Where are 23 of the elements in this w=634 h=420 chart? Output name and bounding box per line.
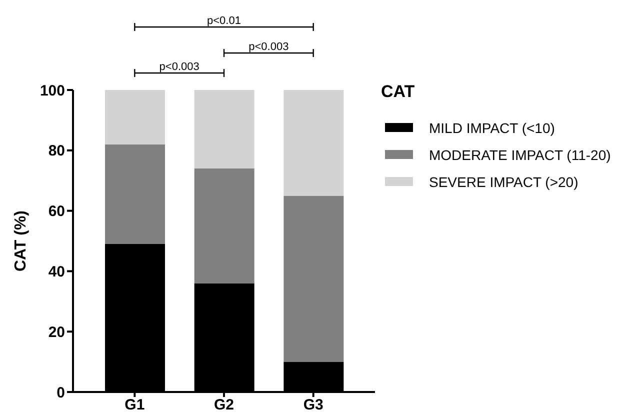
bar [105,144,165,244]
bar [105,90,165,144]
x-tick-label: G1 [124,396,145,414]
y-tick-label: 40 [48,264,65,281]
text: p<0.003 [159,61,200,73]
y-tick-label: 80 [48,142,65,160]
y-tick-label: 60 [48,203,65,220]
bar [194,168,254,284]
y-axis-title: CAT (%) [12,210,30,272]
legend-label: MODERATE IMPACT (11-20) [429,146,611,162]
text: p<0.003 [248,41,289,53]
y-tick-label: 100 [40,82,65,100]
bar [284,196,344,362]
y-tick-label: 20 [48,324,65,341]
legend-title: CAT [381,82,416,102]
text: p<0.01 [207,15,241,27]
bar [284,90,344,196]
legend-label: MILD IMPACT (<10) [429,120,555,136]
x-tick-label: G3 [303,396,324,414]
x-tick-label: G2 [214,396,234,414]
legend-label: SEVERE IMPACT (>20) [429,174,578,190]
y-tick-label: 0 [56,384,65,402]
bar [194,90,254,169]
